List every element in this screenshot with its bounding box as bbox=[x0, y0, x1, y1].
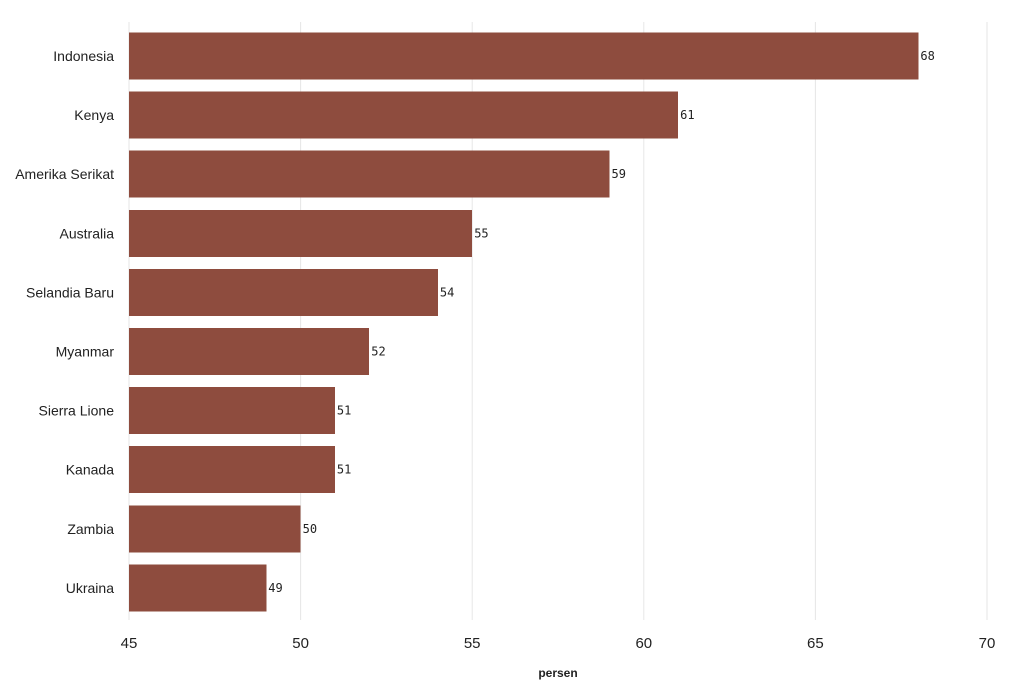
bar-indonesia bbox=[129, 32, 919, 80]
category-label: Australia bbox=[60, 225, 115, 241]
bar-kanada bbox=[129, 446, 335, 494]
x-tick-label: 60 bbox=[635, 635, 652, 652]
value-labels: 68 61 59 55 54 52 51 51 50 49 bbox=[268, 49, 935, 595]
value-label: 52 bbox=[371, 345, 385, 359]
bar-zambia bbox=[129, 505, 301, 553]
bar-sierra-lione bbox=[129, 387, 335, 435]
value-label: 50 bbox=[303, 522, 317, 536]
category-label: Selandia Baru bbox=[26, 284, 114, 300]
value-label: 51 bbox=[337, 463, 351, 477]
category-label: Myanmar bbox=[56, 344, 115, 360]
value-label: 49 bbox=[268, 581, 282, 595]
value-label: 51 bbox=[337, 404, 351, 418]
category-label: Zambia bbox=[67, 521, 114, 537]
bar-myanmar bbox=[129, 328, 370, 375]
bar-kenya bbox=[129, 91, 679, 139]
category-label: Ukraina bbox=[66, 580, 114, 596]
value-label: 61 bbox=[680, 108, 694, 122]
value-label: 54 bbox=[440, 285, 454, 299]
category-label: Kenya bbox=[74, 107, 114, 123]
bar-selandia-baru bbox=[129, 268, 438, 316]
value-label: 68 bbox=[920, 49, 934, 63]
bars bbox=[129, 32, 919, 612]
x-tick-label: 65 bbox=[807, 635, 824, 652]
x-axis-ticks: 45 50 55 60 65 70 bbox=[121, 635, 996, 652]
value-label: 59 bbox=[611, 167, 625, 181]
x-tick-label: 50 bbox=[292, 635, 309, 652]
value-label: 55 bbox=[474, 226, 488, 240]
category-label: Sierra Lione bbox=[39, 403, 115, 419]
category-label: Kanada bbox=[66, 462, 114, 478]
x-tick-label: 55 bbox=[464, 635, 481, 652]
bar-ukraina bbox=[129, 564, 267, 612]
category-label: Amerika Serikat bbox=[15, 166, 114, 182]
x-axis-title: persen bbox=[538, 666, 577, 680]
category-labels: Indonesia Kenya Amerika Serikat Australia Se… bbox=[15, 48, 114, 596]
category-label: Indonesia bbox=[53, 48, 114, 64]
x-tick-label: 70 bbox=[979, 635, 996, 652]
bar-amerika-serikat bbox=[129, 150, 610, 198]
x-tick-label: 45 bbox=[121, 635, 138, 652]
bar-australia bbox=[129, 209, 473, 257]
